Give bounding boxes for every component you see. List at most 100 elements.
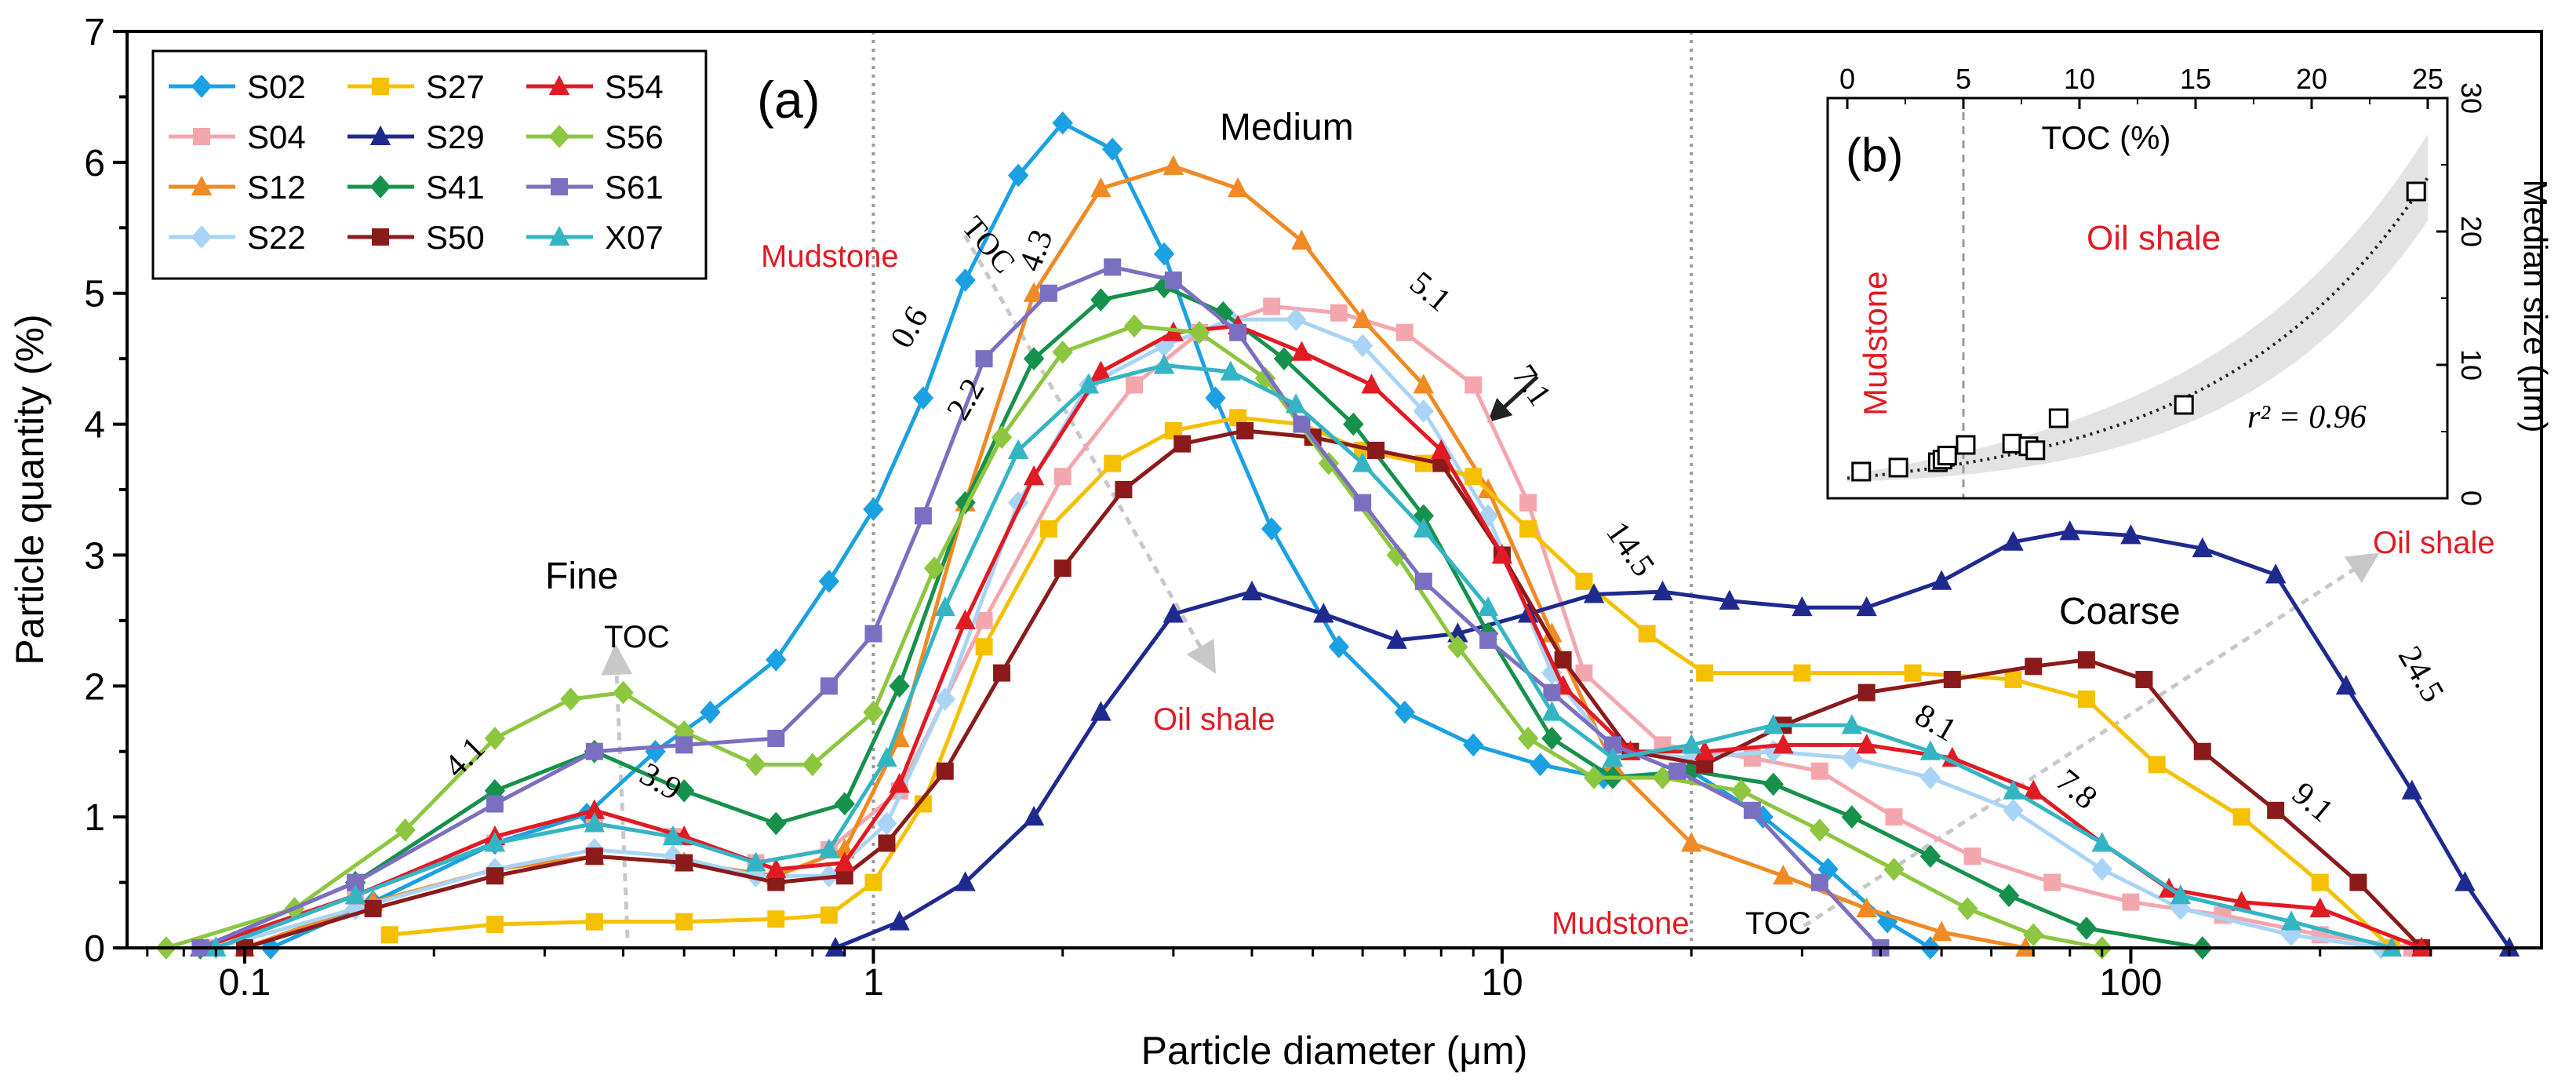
- data-point-S56: [1052, 340, 1073, 364]
- data-point-S41: [955, 490, 976, 515]
- legend-label-S50: S50: [426, 219, 485, 256]
- data-point-S41: [673, 778, 695, 803]
- x-axis: 0.1 1 10 100: [146, 948, 2511, 1004]
- data-point-S61: [1668, 762, 1686, 780]
- legend-marker-S04: [193, 128, 210, 145]
- data-point-S50: [1367, 441, 1385, 459]
- data-point-S22: [1477, 504, 1499, 528]
- series-line-S22: [215, 317, 2381, 950]
- legend-label-X07: X07: [605, 219, 664, 256]
- data-point-X07: [1153, 354, 1175, 374]
- data-point-S27: [1575, 572, 1593, 590]
- data-point-S22: [934, 687, 955, 711]
- x-axis-title: Particle diameter (μm): [1141, 1029, 1528, 1073]
- data-point-X07: [1602, 746, 1624, 767]
- inset-y-tick-label: 20: [2455, 216, 2487, 247]
- data-point-X07: [2091, 832, 2112, 852]
- data-point-S61: [864, 625, 882, 643]
- legend-marker-S22: [191, 225, 213, 249]
- series-line-S56: [166, 323, 2103, 950]
- oil-shale-label-coarse: Oil shale: [2373, 526, 2495, 560]
- toc-label-coarse: TOC: [1745, 906, 1811, 941]
- data-point-S61: [1293, 415, 1311, 433]
- data-point-S41: [889, 674, 910, 698]
- data-point-S04: [1575, 664, 1593, 682]
- data-point-S61: [975, 350, 993, 368]
- data-point-S54: [1431, 439, 1452, 459]
- data-point-S50: [2025, 658, 2043, 676]
- data-point-S22: [1919, 766, 1941, 789]
- series-line-S61: [199, 264, 1883, 950]
- inset-x-axis: 0 5 10 15 20 25: [1839, 63, 2443, 109]
- data-point-S04: [1810, 762, 1828, 780]
- data-point-S50: [767, 873, 785, 891]
- data-point-S61: [1479, 631, 1497, 649]
- data-point-S22: [2091, 858, 2112, 881]
- data-point-S56: [991, 425, 1013, 450]
- data-point-S41: [2076, 917, 2098, 940]
- inset-oil-shale-label: Oil shale: [2087, 219, 2221, 257]
- medium-toc-arrow: [962, 234, 1216, 674]
- legend-label-S29: S29: [426, 118, 485, 155]
- coarse-label: Coarse: [2059, 591, 2181, 632]
- y-axis-title: Particle quantity (%): [8, 314, 52, 665]
- data-point-S56: [1123, 314, 1145, 338]
- data-point-S54: [2023, 779, 2044, 800]
- data-point-S29: [1930, 570, 1952, 590]
- y-tick-label: 5: [84, 274, 105, 315]
- data-point-S56: [1883, 858, 1905, 881]
- data-point-S56: [863, 700, 884, 724]
- inset-data-point: [2174, 395, 2194, 415]
- data-point-S41: [1763, 772, 1784, 796]
- data-point-S22: [876, 811, 897, 836]
- boundary-lines: [871, 31, 1694, 948]
- data-point-S41: [1919, 844, 1941, 869]
- data-point-S02: [912, 386, 934, 410]
- data-point-X07: [1220, 360, 1242, 381]
- data-point-S56: [1652, 766, 1673, 789]
- data-point-S02: [818, 569, 840, 593]
- data-point-S02: [645, 739, 666, 763]
- data-point-S54: [955, 609, 976, 629]
- data-point-X07: [1352, 452, 1374, 472]
- data-point-S02: [1752, 805, 1774, 829]
- data-point-S61: [486, 795, 504, 813]
- data-point-S27: [1039, 520, 1057, 538]
- data-point-S50: [993, 664, 1011, 682]
- data-point-S27: [2077, 690, 2095, 708]
- data-point-S02: [1261, 517, 1283, 541]
- inset-data-point: [2025, 440, 2046, 461]
- data-point-S02: [1394, 700, 1415, 724]
- data-point-S50: [1554, 651, 1572, 669]
- data-point-S29: [1313, 603, 1334, 623]
- legend-label-S12: S12: [247, 169, 306, 206]
- inset-data-point: [1956, 435, 1976, 455]
- data-point-S56: [1809, 818, 1831, 842]
- data-point-S22: [2003, 798, 2024, 822]
- data-point-S50: [1173, 435, 1192, 453]
- data-point-S27: [975, 638, 993, 656]
- legend-label-S61: S61: [605, 169, 664, 206]
- data-point-S27: [585, 913, 603, 931]
- x-tick-label: 10: [1481, 962, 1523, 1004]
- legend-marker-S02: [191, 75, 213, 98]
- data-point-S50: [878, 834, 896, 852]
- data-point-S56: [484, 727, 506, 750]
- data-point-S04: [2043, 873, 2061, 891]
- y-tick-label: 2: [84, 666, 105, 708]
- data-point-X07: [1285, 393, 1307, 414]
- data-point-S61: [675, 736, 693, 754]
- data-point-S29: [1583, 583, 1605, 603]
- toc-value-label: 7.1: [1504, 359, 1558, 413]
- data-point-S56: [745, 753, 766, 777]
- data-point-S27: [1464, 468, 1483, 486]
- data-point-S22: [1007, 490, 1029, 515]
- data-point-S54: [1491, 544, 1513, 564]
- data-point-S22: [344, 897, 366, 920]
- data-point-S29: [2059, 520, 2080, 541]
- data-point-S27: [1104, 454, 1122, 472]
- data-point-S61: [767, 730, 785, 748]
- toc-value-label: 5.1: [1403, 265, 1457, 319]
- data-point-S56: [1730, 778, 1752, 803]
